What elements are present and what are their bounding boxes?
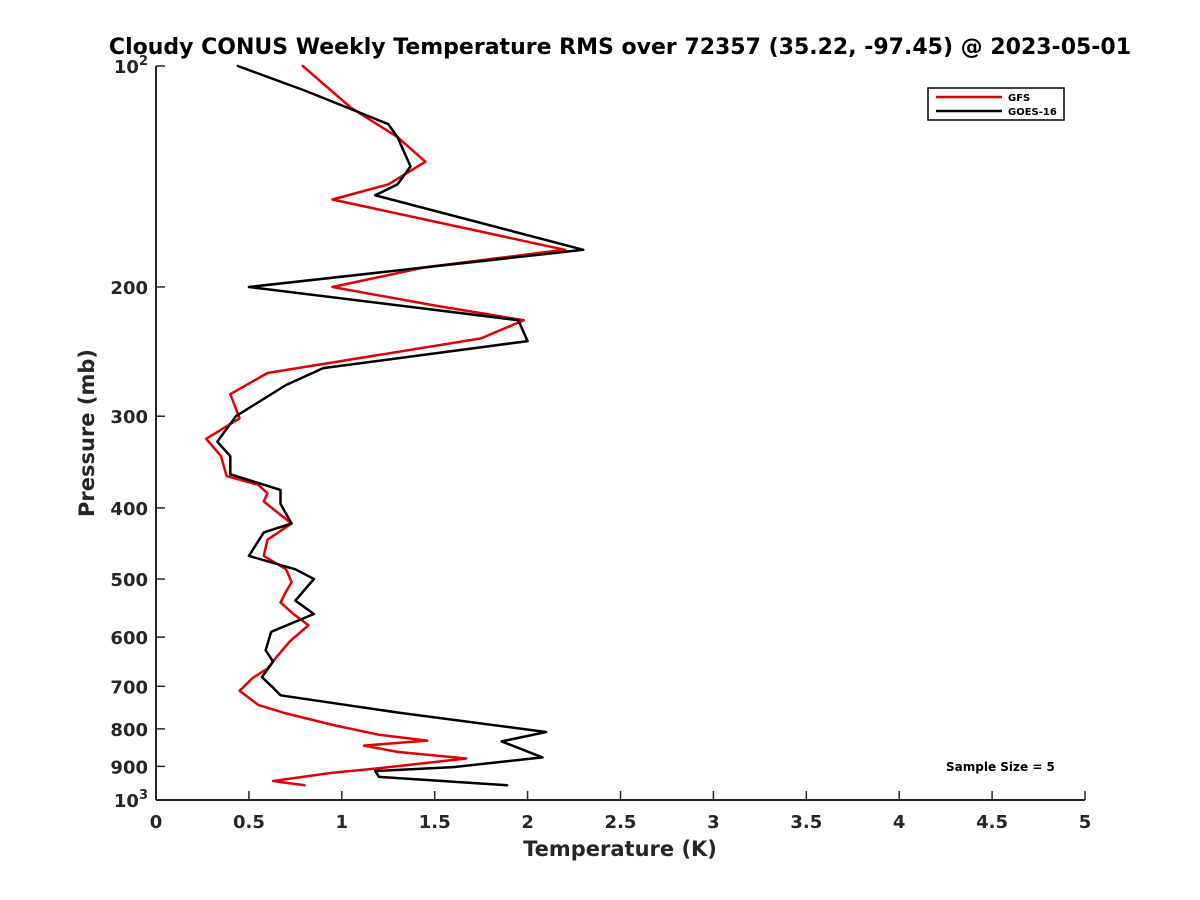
y-tick-label: 200 xyxy=(110,278,148,299)
y-tick-label-base: 300 xyxy=(110,407,148,428)
x-tick-label: 4 xyxy=(893,812,906,833)
y-tick-label-exponent: 2 xyxy=(139,54,148,69)
y-tick-label-base: 800 xyxy=(110,720,148,741)
y-tick-label: 103 xyxy=(114,788,148,812)
x-tick-label: 3 xyxy=(707,812,720,833)
series-line-gfs xyxy=(204,64,567,787)
x-axis-label: Temperature (K) xyxy=(523,837,717,861)
y-tick-label: 500 xyxy=(110,570,148,591)
y-tick-label-base: 200 xyxy=(110,278,148,299)
y-tick-label-base: 600 xyxy=(110,628,148,649)
y-tick-label-base: 400 xyxy=(110,499,148,520)
x-tick-label: 2 xyxy=(521,812,534,833)
sample-size-annotation: Sample Size = 5 xyxy=(946,760,1055,774)
x-axis-ticks: 0 0.5 1 1.5 2 2.5 3 3.5 4 4.5 5 xyxy=(150,791,1092,833)
y-tick-label: 700 xyxy=(110,677,148,698)
y-tick-label: 102 xyxy=(114,54,148,78)
x-tick-label: 1.5 xyxy=(419,812,451,833)
x-tick-label: 0.5 xyxy=(233,812,265,833)
y-tick-label-base: 10 xyxy=(114,791,139,812)
y-tick-label-exponent: 3 xyxy=(139,788,148,803)
chart-title: Cloudy CONUS Weekly Temperature RMS over… xyxy=(109,35,1131,60)
x-tick-label: 4.5 xyxy=(976,812,1008,833)
legend: GFS GOES-16 xyxy=(927,87,1065,121)
legend-box xyxy=(927,87,1065,121)
series-lines xyxy=(204,64,585,787)
y-tick-label: 400 xyxy=(110,499,148,520)
y-tick-label: 800 xyxy=(110,720,148,741)
y-tick-label: 600 xyxy=(110,628,148,649)
y-tick-label-base: 500 xyxy=(110,570,148,591)
x-tick-label: 5 xyxy=(1079,812,1092,833)
x-tick-label: 2.5 xyxy=(605,812,637,833)
legend-label-goes-16: GOES-16 xyxy=(1008,107,1057,118)
y-axis-label: Pressure (mb) xyxy=(75,349,99,517)
y-tick-label: 300 xyxy=(110,407,148,428)
y-tick-label-base: 900 xyxy=(110,757,148,778)
plot-area xyxy=(155,66,1085,801)
x-tick-label: 3.5 xyxy=(790,812,822,833)
y-tick-label-base: 10 xyxy=(114,57,139,78)
x-tick-label: 1 xyxy=(336,812,349,833)
y-tick-label: 900 xyxy=(110,757,148,778)
series-line-goes-16 xyxy=(216,64,585,787)
legend-label-gfs: GFS xyxy=(1008,93,1030,104)
x-tick-label: 0 xyxy=(150,812,163,833)
y-tick-label-base: 700 xyxy=(110,677,148,698)
